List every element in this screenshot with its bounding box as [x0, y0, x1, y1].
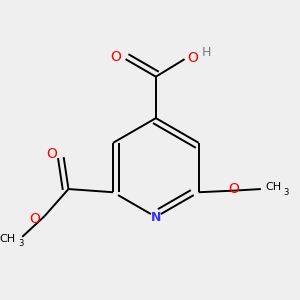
- Text: O: O: [228, 182, 239, 196]
- Text: 3: 3: [284, 188, 289, 197]
- Text: O: O: [111, 50, 122, 64]
- Text: CH: CH: [266, 182, 282, 193]
- Text: N: N: [151, 212, 161, 224]
- Text: H: H: [202, 46, 211, 59]
- Text: O: O: [30, 212, 40, 226]
- Text: O: O: [187, 51, 198, 64]
- Text: O: O: [46, 147, 57, 161]
- Text: 3: 3: [18, 239, 23, 248]
- Text: CH: CH: [0, 234, 16, 244]
